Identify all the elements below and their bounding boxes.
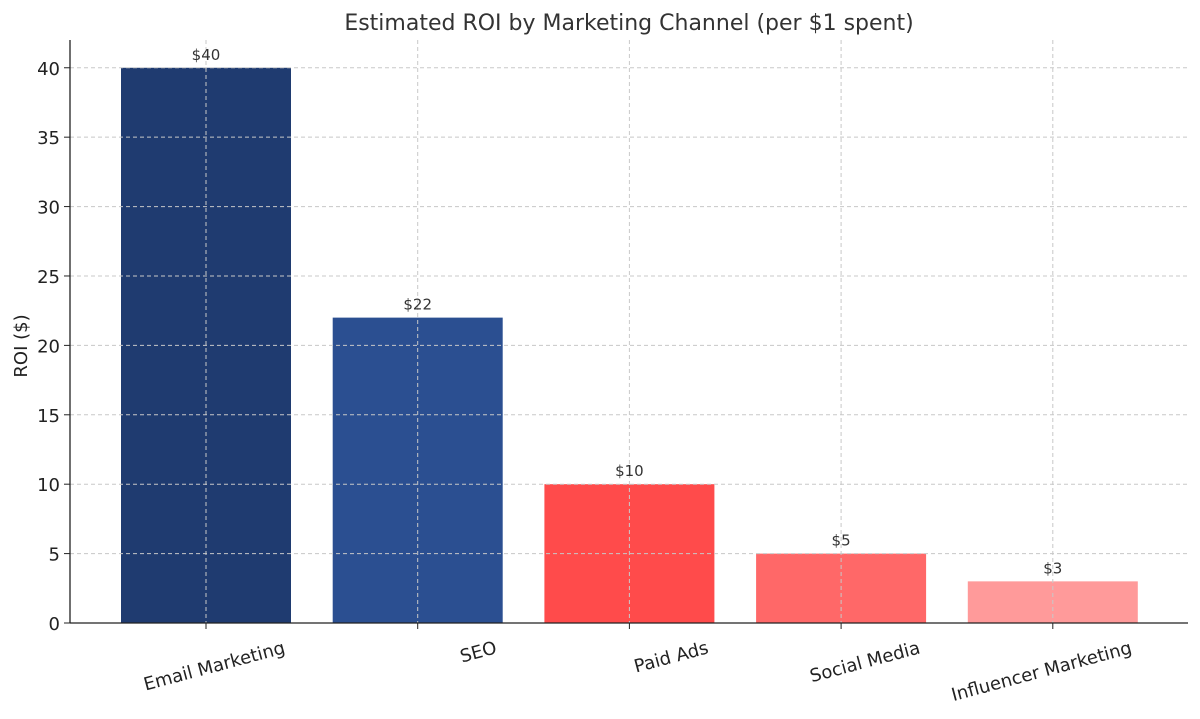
axes [64,40,1188,629]
y-tick-label: 25 [37,267,60,288]
y-tick-label: 35 [37,128,60,149]
chart-title: Estimated ROI by Marketing Channel (per … [344,11,913,36]
x-tick-label: Social Media [808,638,923,688]
y-axis-label: ROI ($) [11,314,32,377]
data-label: $22 [403,296,432,314]
y-tick-label: 15 [37,406,60,427]
y-tick-label: 20 [37,336,60,357]
data-label: $5 [832,532,851,550]
x-tick-label: SEO [458,638,499,668]
y-tick-label: 0 [49,614,60,635]
data-label: $10 [615,462,644,480]
y-tick-label: 30 [37,198,60,219]
x-tick-label: Influencer Marketing [949,638,1134,706]
y-tick-label: 5 [49,545,60,566]
gridlines-front [70,40,1188,623]
data-label: $3 [1043,559,1062,577]
data-label: $40 [192,46,221,64]
x-tick-label: Paid Ads [632,638,711,678]
y-tick-label: 40 [37,59,60,80]
x-tick-label: Email Marketing [141,638,287,696]
y-tick-label: 10 [37,475,60,496]
